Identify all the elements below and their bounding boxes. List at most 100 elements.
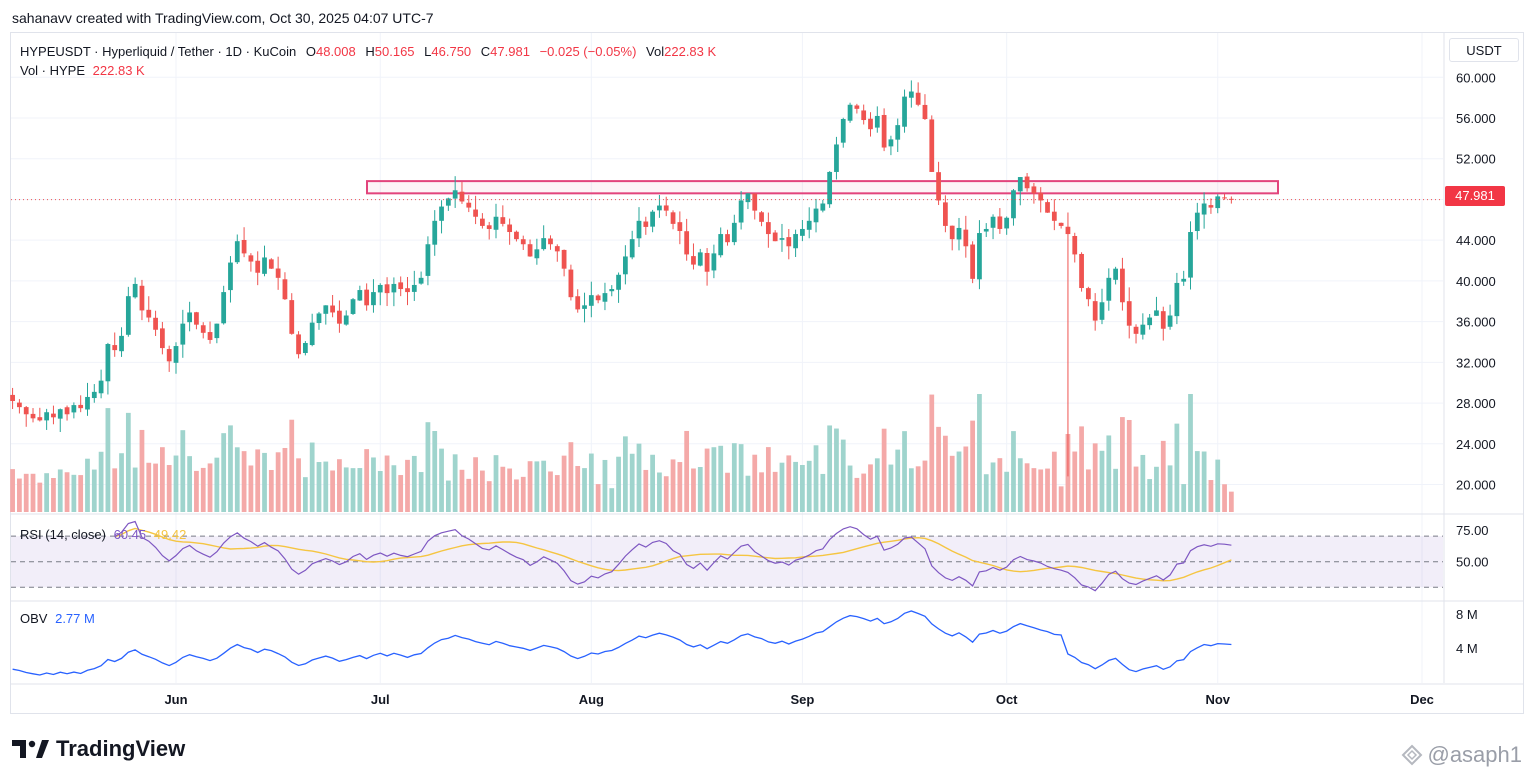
volume-bar	[23, 473, 29, 512]
volume-bar	[439, 448, 444, 512]
candle-body	[248, 255, 254, 262]
rsi-label[interactable]: RSI (14, close)	[20, 527, 106, 542]
volume-bar	[432, 431, 438, 512]
candle-body	[1174, 282, 1180, 317]
candle-body	[159, 328, 165, 349]
volume-bar	[146, 462, 152, 512]
volume-bar	[507, 468, 513, 512]
volume-bar	[888, 464, 894, 512]
candle-body	[983, 228, 989, 232]
volume-bar	[915, 466, 921, 512]
vol-value: 222.83 K	[664, 44, 717, 59]
volume-bar	[731, 443, 737, 512]
volume-bar	[786, 455, 792, 512]
volume-bar	[1085, 469, 1091, 512]
volume-bar	[800, 464, 805, 512]
volume-bar	[657, 472, 662, 512]
rsi-ma-line	[114, 527, 1232, 582]
candle-body	[874, 115, 880, 128]
volume-bars	[10, 394, 1234, 512]
candle-body	[1133, 326, 1139, 334]
open-label: O	[305, 44, 316, 59]
axes: 60.00056.00052.00048.00044.00040.00036.0…	[164, 70, 1495, 707]
candle-body	[125, 296, 131, 335]
candle-body	[616, 274, 621, 290]
volume-bar	[57, 469, 63, 512]
volume-bar	[316, 462, 322, 512]
candle-body	[684, 231, 690, 255]
candle-body	[738, 200, 744, 223]
volume-bar	[466, 478, 472, 512]
chart-caption: sahanavv created with TradingView.com, O…	[12, 10, 434, 26]
volume-bar	[64, 472, 70, 512]
volume-bar	[452, 454, 458, 512]
candle-body	[745, 193, 751, 203]
volume-bar	[595, 484, 601, 512]
volume-bar	[357, 468, 363, 512]
rsi-tick-label: 50.00	[1456, 555, 1489, 570]
volume-bar	[425, 422, 431, 512]
volume-bar	[248, 465, 254, 512]
volume-bar	[119, 453, 124, 512]
candle-body	[425, 244, 431, 276]
volume-bar	[1120, 417, 1125, 512]
candle-body	[57, 409, 63, 419]
volume-bar	[337, 459, 342, 512]
candle-body	[759, 212, 764, 222]
volume-bar	[514, 479, 519, 512]
candle-body	[452, 190, 458, 199]
candle-body	[1120, 268, 1125, 303]
volume-bar	[418, 472, 424, 512]
volume-bar	[554, 475, 560, 512]
candle-body	[146, 309, 152, 318]
volume-bar	[1113, 468, 1118, 512]
volume-bar	[391, 465, 397, 512]
candle-body	[1065, 226, 1071, 235]
open-value: 48.008	[315, 44, 356, 59]
candle-body	[908, 91, 914, 98]
volume-bar	[629, 453, 635, 512]
volume-bar	[98, 451, 104, 512]
volume-bar	[643, 469, 649, 512]
candle-body	[854, 105, 860, 109]
volume-bar	[405, 459, 410, 512]
currency-selector[interactable]: USDT	[1449, 38, 1519, 62]
candle-body	[241, 239, 247, 254]
candle-body	[405, 288, 410, 293]
candle-body	[1188, 232, 1193, 278]
volume-bar	[1004, 471, 1010, 512]
candle-body	[881, 114, 887, 148]
candle-body	[1099, 302, 1105, 320]
volume-bar	[364, 449, 370, 512]
volume-indicator-label[interactable]: Vol · HYPE	[20, 63, 86, 78]
volume-bar	[929, 394, 935, 512]
candle-body	[990, 216, 996, 228]
candle-body	[1079, 253, 1084, 289]
last-price-tag: 47.981	[1445, 186, 1505, 206]
candle-body	[813, 208, 819, 223]
change-value: −0.025 (−0.05%)	[539, 44, 637, 59]
candle-body	[1222, 197, 1227, 199]
candle-body	[1024, 176, 1030, 189]
volume-bar	[684, 430, 690, 512]
obv-label[interactable]: OBV	[20, 611, 48, 626]
candle-body	[200, 325, 206, 333]
volume-bar	[588, 453, 594, 512]
candle-body	[840, 119, 846, 143]
volume-bar	[473, 457, 478, 512]
volume-bar	[956, 451, 962, 512]
candle-body	[275, 268, 281, 278]
candle-body	[541, 238, 547, 250]
candle-body	[548, 238, 553, 245]
symbol-title[interactable]: HYPEUSDT · Hyperliquid / Tether · 1D · K…	[20, 44, 297, 59]
candle-body	[432, 220, 438, 245]
volume-bar	[78, 475, 84, 512]
vol-label: Vol	[646, 44, 665, 59]
candle-body	[1181, 278, 1187, 282]
volume-bar	[759, 472, 764, 512]
volume-bar	[493, 455, 499, 512]
watermark-text: @asaph1	[1427, 742, 1522, 767]
tradingview-logo[interactable]: TradingView	[12, 736, 185, 762]
candle-body	[514, 231, 519, 240]
